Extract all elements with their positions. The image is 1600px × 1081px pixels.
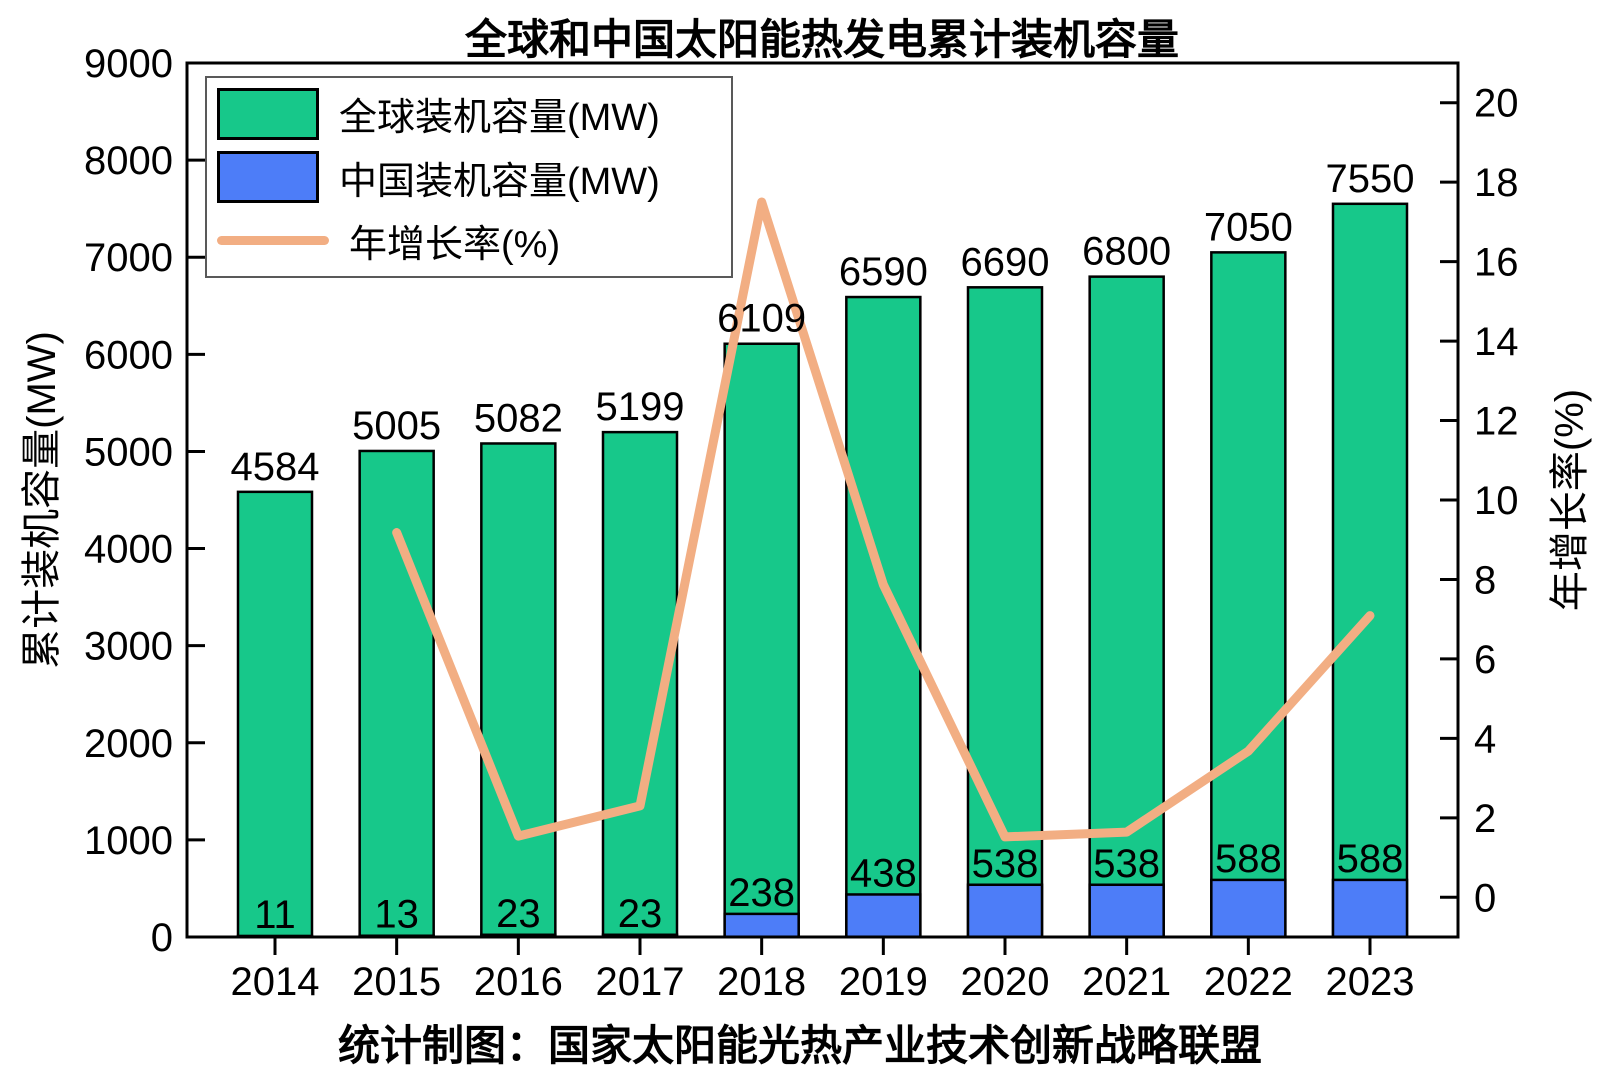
bar-china — [1088, 883, 1165, 939]
bar-global-value-label: 6800 — [1082, 230, 1171, 274]
x-axis-tick-label: 2015 — [352, 960, 441, 1004]
bar-china-value-label: 11 — [254, 893, 296, 937]
legend-label-china: 中国装机容量(MW) — [339, 160, 660, 203]
bar-china-value-label: 588 — [1215, 837, 1282, 881]
left-axis-tick-label: 5000 — [84, 430, 173, 474]
x-axis-tick-label: 2017 — [596, 960, 685, 1004]
left-axis-title: 累计装机容量(MW) — [20, 331, 64, 669]
left-axis-tick-label: 6000 — [84, 333, 173, 377]
x-axis-tick-label: 2023 — [1326, 960, 1415, 1004]
bar-global-value-label: 7050 — [1204, 205, 1293, 249]
right-axis-tick-label: 6 — [1474, 638, 1496, 682]
bar-china-value-label: 238 — [728, 871, 795, 915]
bar-global — [845, 295, 922, 939]
legend-item-global: 全球装机容量(MW) — [217, 84, 731, 144]
left-axis-tick-label: 3000 — [84, 625, 173, 669]
bar-global-value-label: 5199 — [596, 385, 685, 429]
right-axis-tick-label: 12 — [1474, 400, 1519, 444]
bar-global-value-label: 4584 — [231, 445, 320, 489]
legend-label-global: 全球装机容量(MW) — [339, 97, 660, 139]
bar-global — [1210, 251, 1287, 939]
bar-china — [1331, 878, 1409, 939]
right-axis-tick-label: 20 — [1474, 82, 1519, 126]
legend: 全球装机容量(MW) 中国装机容量(MW) 年增长率(%) — [205, 76, 733, 278]
x-axis-tick-label: 2020 — [961, 960, 1050, 1004]
bar-global — [480, 442, 557, 939]
bar-china — [723, 912, 800, 939]
right-axis-tick-label: 18 — [1474, 161, 1519, 205]
right-axis-tick-label: 16 — [1474, 241, 1519, 285]
left-axis-tick-label: 7000 — [84, 236, 173, 280]
right-axis-title: 年增长率(%) — [1548, 388, 1592, 612]
legend-swatch-growth-line — [217, 236, 329, 245]
legend-swatch-global — [217, 87, 319, 140]
x-axis-tick-label: 2018 — [717, 960, 806, 1004]
left-axis-tick-label: 2000 — [84, 722, 173, 766]
bar-china-value-label: 23 — [618, 892, 663, 936]
source-caption: 统计制图：国家太阳能光热产业技术创新战略联盟 — [337, 1022, 1263, 1069]
bar-china — [1210, 878, 1287, 939]
bar-global — [723, 342, 800, 939]
bar-china — [845, 893, 922, 939]
x-axis-tick-label: 2016 — [474, 960, 563, 1004]
bar-global-value-label: 5082 — [474, 396, 563, 440]
bar-global — [1331, 202, 1409, 939]
bar-china-value-label: 588 — [1337, 837, 1404, 881]
x-axis-tick-label: 2014 — [231, 960, 320, 1004]
bar-global — [358, 449, 435, 939]
bar-global-value-label: 5005 — [352, 404, 441, 448]
legend-item-growth: 年增长率(%) — [217, 211, 731, 271]
x-axis-tick-label: 2019 — [839, 960, 928, 1004]
bar-china-value-label: 438 — [850, 851, 917, 895]
x-axis-tick-label: 2022 — [1204, 960, 1293, 1004]
legend-item-china: 中国装机容量(MW) — [217, 147, 731, 207]
bar-china-value-label: 538 — [1093, 842, 1160, 886]
bar-global-value-label: 7550 — [1326, 157, 1415, 201]
right-axis-tick-label: 0 — [1474, 876, 1496, 920]
plot-border — [185, 61, 1460, 939]
right-axis-tick-label: 14 — [1474, 320, 1519, 364]
growth-rate-line — [392, 197, 1375, 842]
left-axis-tick-label: 0 — [151, 916, 173, 960]
bar-global-value-label: 6109 — [717, 297, 806, 341]
bar-global-value-label: 6690 — [961, 240, 1050, 284]
right-axis-tick-label: 2 — [1474, 797, 1496, 841]
right-axis-tick-label: 10 — [1474, 479, 1519, 523]
right-axis-tick-label: 8 — [1474, 558, 1496, 602]
left-axis-tick-label: 1000 — [84, 819, 173, 863]
bar-china-value-label: 538 — [972, 842, 1039, 886]
bar-china-value-label: 23 — [496, 892, 541, 936]
bar-china-value-label: 13 — [374, 893, 419, 937]
bar-global — [1088, 275, 1165, 939]
bar-global — [236, 490, 314, 939]
x-axis-tick-label: 2021 — [1082, 960, 1171, 1004]
bar-global-value-label: 6590 — [839, 250, 928, 294]
left-axis-tick-label: 8000 — [84, 139, 173, 183]
left-axis-tick-label: 4000 — [84, 528, 173, 572]
left-axis-tick-label: 9000 — [84, 42, 173, 86]
right-axis-tick-label: 4 — [1474, 717, 1496, 761]
bar-china — [966, 883, 1044, 939]
chart-title: 全球和中国太阳能热发电累计装机容量 — [464, 16, 1180, 63]
legend-swatch-china — [217, 151, 319, 203]
legend-label-growth: 年增长率(%) — [349, 224, 561, 266]
